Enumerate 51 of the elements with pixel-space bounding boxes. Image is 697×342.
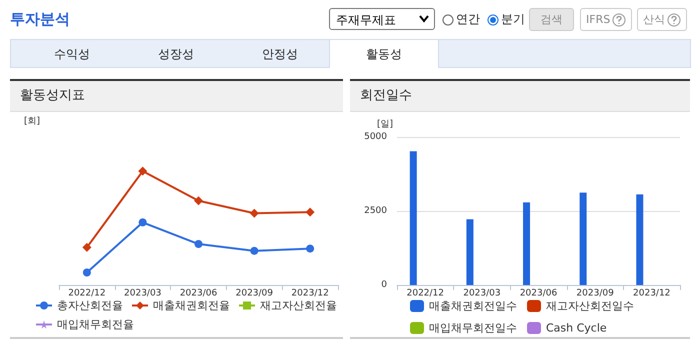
y-tick-label: 5000: [364, 132, 388, 142]
x-tick-label: 2023/06: [180, 288, 218, 298]
y-tick-label: 2500: [364, 206, 388, 216]
point: [250, 246, 258, 255]
x-tick-label: 2023/12: [633, 288, 670, 298]
x-tick-label: 2022/12: [68, 288, 106, 298]
y-axis-title: [일]: [376, 120, 393, 130]
bar: [410, 151, 417, 285]
chart-title: 회전일수: [350, 81, 690, 112]
text: 검색: [529, 8, 574, 31]
text: 수익성: [53, 46, 91, 63]
x-tick-label: 2023/03: [124, 288, 162, 298]
legend-label: 재고자산회전일수: [546, 300, 634, 312]
point: [82, 268, 91, 276]
text: 산식: [637, 8, 687, 31]
x-tick-label: 2023/12: [291, 288, 329, 298]
y-axis-title: [회]: [24, 116, 40, 126]
text: 투자분석: [10, 10, 70, 29]
point: [250, 208, 259, 218]
bar: [636, 194, 644, 285]
bar: [466, 219, 474, 285]
legend-label: 매입채무회전일수: [429, 322, 517, 334]
x-tick-label: 2023/09: [576, 288, 614, 298]
y-tick-label: 0: [381, 280, 388, 290]
legend-label: Cash Cycle: [546, 322, 607, 334]
text: IFRS: [580, 8, 632, 31]
point: [194, 196, 203, 206]
x-tick-label: 2023/03: [463, 288, 501, 298]
bar: [523, 202, 530, 285]
point: [194, 240, 202, 248]
point: [306, 208, 315, 217]
text: 분기: [501, 11, 525, 28]
x-tick-label: 2023/06: [520, 288, 558, 298]
bar: [580, 192, 587, 285]
text: 활동성: [329, 39, 439, 68]
text: 주재무제표: [329, 8, 435, 30]
x-tick-label: 2022/12: [406, 288, 444, 298]
legend-label: 매출채권회전일수: [429, 300, 517, 312]
text: 성장성: [157, 46, 195, 63]
legend-label: 재고자산회전율: [260, 299, 337, 312]
text: 연간: [456, 11, 480, 28]
point: [138, 166, 148, 176]
chart-title: 활동성지표: [10, 81, 343, 112]
legend-label: 총자산회전율: [57, 299, 123, 312]
point: [82, 242, 92, 252]
point: [138, 218, 147, 226]
legend-label: 매입채무회전율: [57, 318, 134, 331]
legend-label: 매출채권회전율: [153, 299, 230, 312]
x-tick-label: 2023/09: [236, 288, 274, 298]
point: [306, 244, 314, 253]
text: 안정성: [261, 46, 299, 63]
